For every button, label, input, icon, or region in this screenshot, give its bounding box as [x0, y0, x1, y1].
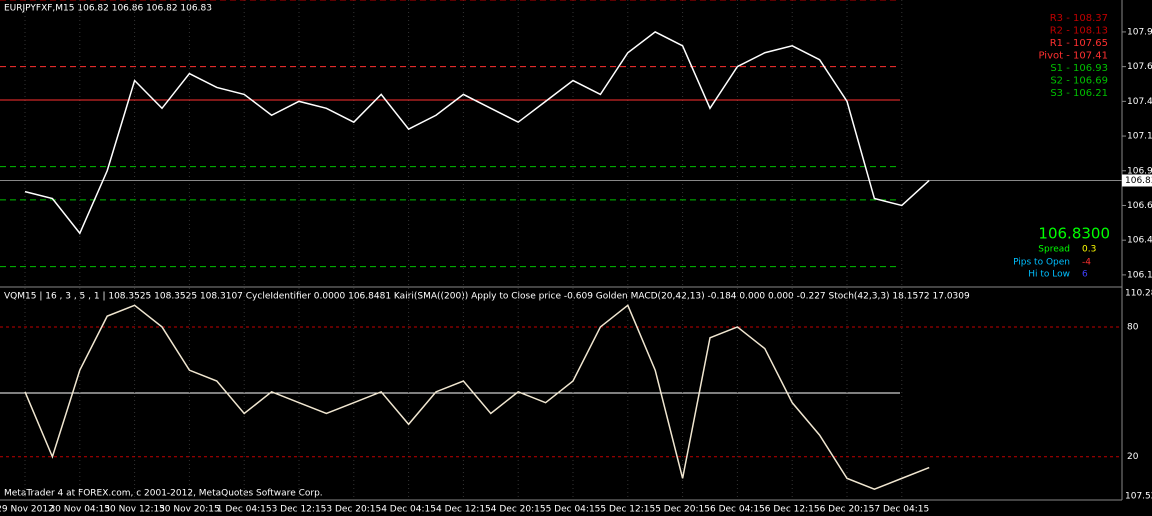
- x-tick-label: 5 Dec 20:15: [655, 505, 710, 515]
- indicator-title: VQM15 | 16 , 3 , 5 , 1 | 108.3525 108.35…: [4, 292, 970, 302]
- x-tick-label: 29 Nov 2012: [0, 505, 54, 515]
- x-tick-label: 30 Nov 12:15: [104, 505, 165, 515]
- y-tick-label: 107.65: [1127, 62, 1152, 72]
- pivot-label: S3 - 106.21: [1050, 88, 1108, 99]
- y-tick-label: 106.90: [1127, 166, 1152, 176]
- y-tick-label: 106.15: [1127, 270, 1152, 280]
- current-price-box: [1122, 174, 1152, 187]
- pivot-label: S2 - 106.69: [1050, 76, 1108, 87]
- x-tick-label: 6 Dec 12:15: [765, 505, 820, 515]
- y-tick-label: 106.65: [1127, 201, 1152, 211]
- pips-label: Pips to Open: [1013, 258, 1070, 268]
- y-tick-label: 107.15: [1127, 132, 1152, 142]
- current-price-label: 106.83: [1125, 176, 1152, 186]
- price-display: 106.8300: [1038, 225, 1110, 243]
- hilo-value: 6: [1082, 270, 1088, 280]
- pips-value: -4: [1082, 258, 1091, 268]
- pivot-label: Pivot - 107.41: [1038, 51, 1108, 62]
- series-line: [24, 304, 930, 490]
- pivot-label: R1 - 107.65: [1050, 38, 1108, 49]
- x-tick-label: 7 Dec 04:15: [874, 505, 929, 515]
- y-tick-label: 107.90: [1127, 27, 1152, 37]
- spread-value: 0.3: [1082, 245, 1096, 255]
- x-tick-label: 5 Dec 12:15: [600, 505, 655, 515]
- x-tick-label: 4 Dec 20:15: [491, 505, 546, 515]
- series-line: [24, 31, 930, 235]
- x-tick-label: 3 Dec 12:15: [272, 505, 327, 515]
- y-tick-label: 80: [1127, 322, 1139, 332]
- spread-label: Spread: [1038, 245, 1070, 255]
- indicator-top-label: 110.28: [1125, 289, 1152, 299]
- x-tick-label: 6 Dec 04:15: [710, 505, 765, 515]
- x-tick-label: 4 Dec 12:15: [436, 505, 491, 515]
- x-tick-label: 1 Dec 04:15: [217, 505, 272, 515]
- indicator-bottom-label: 107.523: [1125, 492, 1152, 502]
- x-tick-label: 4 Dec 04:15: [381, 505, 436, 515]
- x-tick-label: 30 Nov 20:15: [159, 505, 220, 515]
- y-tick-label: 107.40: [1127, 97, 1152, 107]
- chart-title: EURJPYFXF,M15 106.82 106.86 106.82 106.8…: [4, 4, 212, 14]
- x-tick-label: 5 Dec 04:15: [546, 505, 601, 515]
- pivot-label: S1 - 106.93: [1050, 63, 1108, 74]
- x-tick-label: 30 Nov 04:15: [49, 505, 110, 515]
- pivot-label: R2 - 108.13: [1050, 26, 1108, 37]
- footer: MetaTrader 4 at FOREX.com, c 2001-2012, …: [4, 489, 323, 499]
- y-tick-label: 106.40: [1127, 236, 1152, 246]
- pivot-label: R3 - 108.37: [1050, 13, 1108, 24]
- x-tick-label: 6 Dec 20:15: [820, 505, 875, 515]
- y-tick-label: 20: [1127, 452, 1139, 462]
- hilo-label: Hi to Low: [1028, 270, 1070, 280]
- x-tick-label: 3 Dec 20:15: [326, 505, 381, 515]
